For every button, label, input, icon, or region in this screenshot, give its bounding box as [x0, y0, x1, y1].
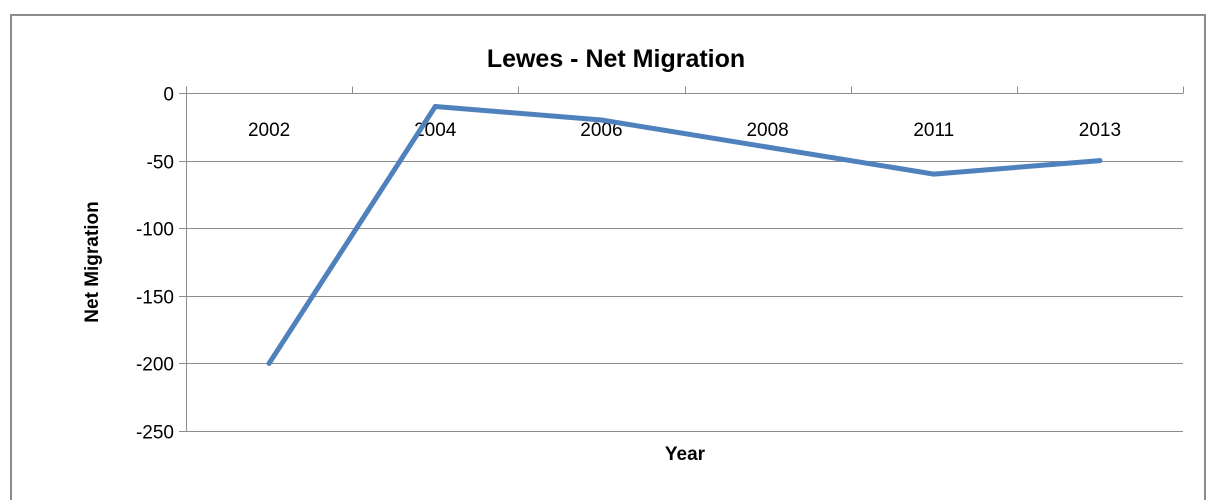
y-tick-label: -50 — [147, 153, 174, 174]
data-point — [266, 360, 272, 366]
x-axis-tick-labels: 2002 2004 2006 2008 2011 2013 — [248, 120, 1121, 141]
data-point — [432, 104, 438, 109]
x-axis-title: Year — [665, 444, 706, 465]
x-tick-label: 2013 — [1079, 120, 1121, 141]
y-tick-label: -100 — [136, 220, 174, 241]
x-tick-label: 2008 — [746, 120, 788, 141]
x-tick-label: 2011 — [913, 120, 954, 141]
data-point — [931, 171, 937, 177]
data-point — [598, 117, 604, 123]
y-tick-label: -200 — [136, 355, 174, 376]
y-axis-title: Net Migration — [82, 201, 103, 322]
chart-title: Lewes - Net Migration — [487, 45, 745, 73]
chart-area — [10, 14, 1206, 500]
data-point — [1097, 158, 1103, 164]
x-tick-label: 2002 — [248, 120, 290, 141]
y-tick-label: 0 — [163, 85, 174, 106]
series-line-1 — [266, 104, 1103, 366]
data-point — [765, 144, 771, 150]
x-tick-label: 2006 — [580, 120, 622, 141]
axes — [179, 86, 1184, 432]
y-tick-label: -150 — [136, 288, 174, 309]
y-axis-tick-labels: 0 -50 -100 -150 -200 -250 — [136, 85, 174, 444]
gridlines — [179, 161, 1183, 432]
y-tick-label: -250 — [136, 423, 174, 444]
series-layer — [266, 104, 1103, 366]
